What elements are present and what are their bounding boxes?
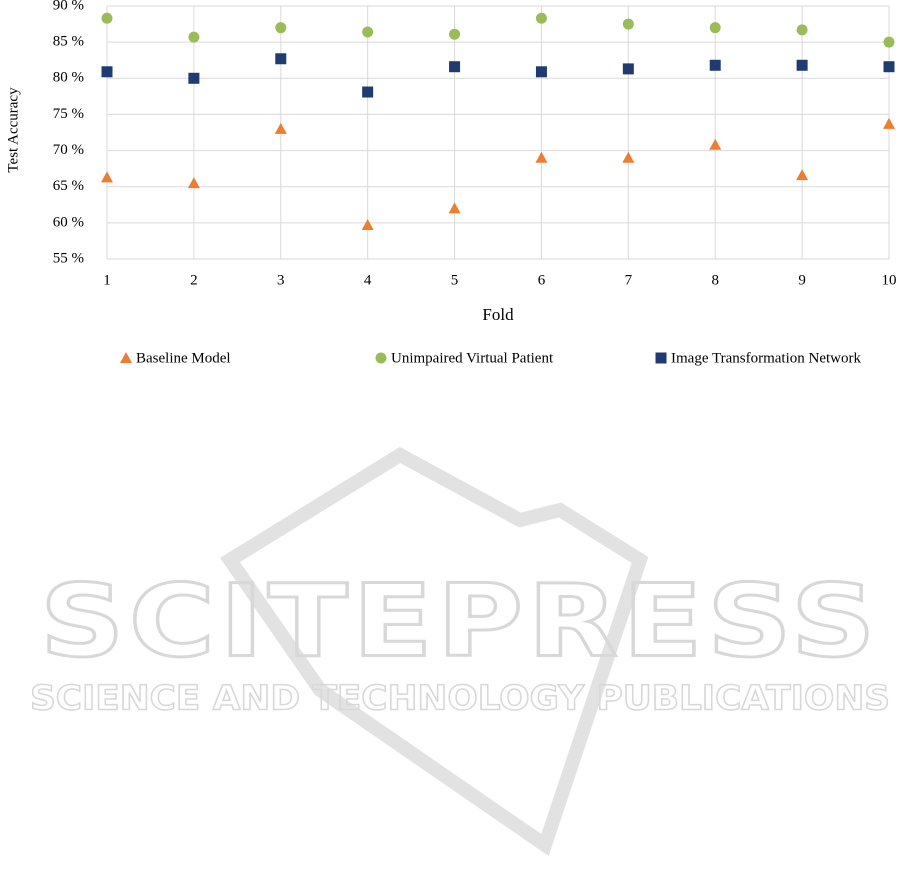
x-tick-label: 2 — [190, 272, 198, 288]
x-axis-label: Fold — [482, 305, 514, 324]
data-point — [622, 18, 634, 30]
data-point — [883, 117, 895, 129]
data-point — [535, 66, 547, 78]
y-tick-label: 60 % — [53, 214, 84, 230]
data-point — [188, 72, 200, 84]
y-tick-label: 90 % — [53, 0, 84, 13]
data-point — [796, 59, 808, 71]
legend-marker — [375, 352, 387, 364]
y-tick-label: 75 % — [53, 106, 84, 122]
data-point — [275, 22, 287, 34]
x-tick-label: 9 — [798, 272, 806, 288]
y-tick-label: 65 % — [53, 178, 84, 194]
data-point — [101, 171, 113, 183]
data-point — [101, 12, 113, 24]
data-point — [275, 53, 287, 65]
x-tick-label: 10 — [882, 272, 897, 288]
watermark-title: SCITEPRESS — [40, 562, 880, 679]
data-point — [362, 26, 374, 38]
data-point — [622, 63, 634, 75]
y-tick-label: 55 % — [53, 250, 84, 266]
legend-label: Unimpaired Virtual Patient — [391, 350, 554, 366]
data-point — [796, 24, 808, 36]
data-point — [622, 151, 635, 163]
data-point — [188, 31, 200, 43]
legend-marker — [655, 352, 667, 364]
legend-label: Image Transformation Network — [671, 350, 861, 366]
data-point — [709, 59, 721, 71]
y-tick-label: 70 % — [53, 142, 84, 158]
data-point — [535, 151, 548, 163]
y-axis-label: Test Accuracy — [5, 87, 21, 173]
x-tick-label: 4 — [364, 272, 372, 288]
data-point — [448, 202, 461, 214]
data-point — [709, 138, 722, 150]
data-point — [274, 122, 287, 134]
x-tick-label: 5 — [451, 272, 459, 288]
x-tick-label: 6 — [538, 272, 546, 288]
data-point — [709, 22, 721, 34]
legend-label: Baseline Model — [136, 350, 231, 366]
y-tick-label: 80 % — [53, 70, 84, 86]
data-point — [101, 66, 113, 78]
y-tick-label: 85 % — [53, 34, 84, 50]
data-point — [187, 177, 200, 189]
data-point — [449, 61, 461, 73]
watermark-subtitle: SCIENCE AND TECHNOLOGY PUBLICATIONS — [30, 679, 890, 719]
x-tick-label: 1 — [103, 272, 111, 288]
watermark: SCITEPRESS SCIENCE AND TECHNOLOGY PUBLIC… — [29, 446, 891, 857]
data-point — [535, 12, 547, 24]
x-tick-label: 3 — [277, 272, 285, 288]
data-point — [883, 61, 895, 73]
chart: 55 % 60 % 65 % 70 % 75 % 80 % 85 % 90 % 1 2 3 4 5 6 7 8… — [53, 0, 897, 366]
data-point — [361, 219, 374, 231]
watermark-logo — [220, 446, 649, 857]
data-point — [796, 169, 809, 181]
x-tick-label: 7 — [625, 272, 633, 288]
data-point — [883, 36, 895, 48]
x-tick-label: 8 — [711, 272, 719, 288]
data-point — [362, 86, 374, 98]
data-point — [449, 28, 461, 40]
legend-marker — [120, 352, 132, 363]
